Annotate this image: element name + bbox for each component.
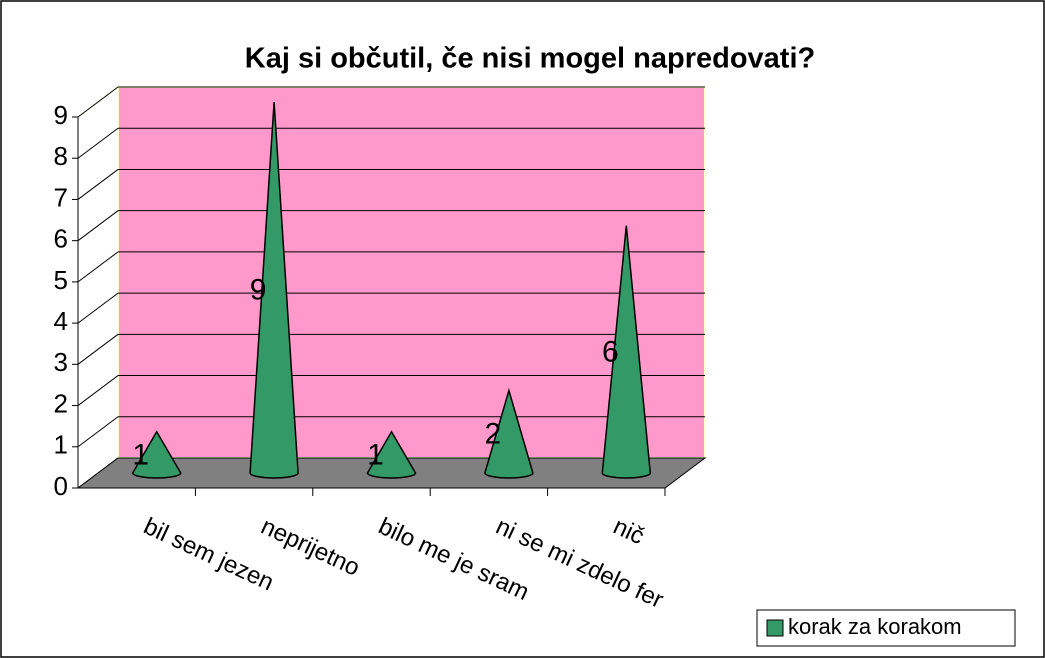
cone [601, 225, 652, 479]
cone [366, 430, 417, 479]
y-tick-label: 8 [54, 141, 68, 171]
data-label: 2 [485, 418, 502, 451]
side-wall [77, 86, 119, 489]
legend: korak za korakom [756, 609, 1016, 647]
y-tick-label: 1 [54, 430, 68, 460]
cone [484, 387, 534, 479]
y-tick-label: 2 [54, 388, 68, 418]
side-grid-line [77, 416, 119, 448]
y-tick-label: 7 [54, 182, 68, 212]
side-grid-line [77, 210, 119, 242]
chart-title: Kaj si občutil, če nisi mogel napredovat… [245, 43, 815, 75]
side-grid-line [77, 292, 119, 324]
side-grid-line [77, 169, 119, 200]
side-grid-line [77, 127, 119, 159]
y-tick-label: 5 [54, 265, 68, 295]
side-grid-line [77, 251, 119, 283]
y-tick-label: 3 [54, 347, 68, 377]
data-label: 9 [250, 273, 267, 306]
data-label: 6 [602, 335, 619, 368]
cone [249, 101, 299, 479]
legend-label: korak za korakom [788, 614, 962, 639]
legend-swatch [766, 619, 784, 637]
legend-box [756, 609, 1016, 647]
side-grid-line [77, 86, 119, 118]
y-tick-label: 9 [54, 100, 68, 130]
data-label: 1 [132, 438, 149, 471]
side-grid-line [77, 333, 119, 365]
y-tick-label: 0 [54, 471, 68, 501]
cone [131, 430, 182, 479]
side-grid-line [77, 375, 119, 406]
y-tick-label: 6 [54, 224, 68, 254]
data-label: 1 [367, 438, 384, 471]
y-tick-label: 4 [54, 306, 68, 336]
